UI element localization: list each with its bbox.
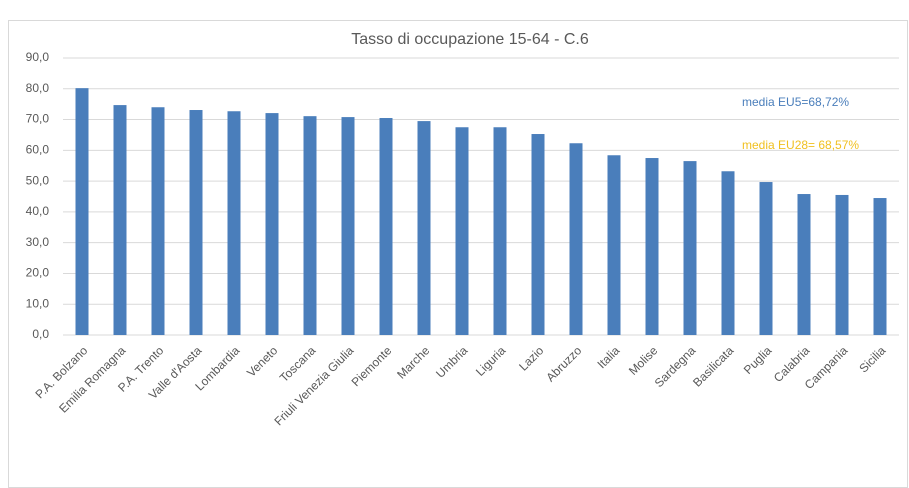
bar [75,88,89,335]
y-tick-label: 60,0 [26,143,50,157]
annotation: media EU5=68,72% [742,95,849,109]
bar [607,155,621,335]
bar [113,105,127,335]
y-tick-label: 70,0 [26,112,50,126]
bar [265,113,279,335]
bar [645,158,659,335]
y-tick-label: 30,0 [26,235,50,249]
y-tick-label: 90,0 [26,50,50,64]
y-tick-label: 10,0 [26,296,50,310]
bar [721,171,735,335]
y-tick-label: 0,0 [32,327,49,341]
bar [759,182,773,335]
bar [569,143,583,335]
y-tick-label: 50,0 [26,173,50,187]
bar [531,134,545,335]
bar [455,127,469,335]
bar [227,111,241,336]
bar [417,121,431,335]
bar [797,194,811,335]
bar [835,194,849,335]
bar [493,127,507,335]
bar [303,116,317,335]
bar [873,198,887,335]
bar [341,117,355,336]
bar [151,107,165,335]
y-tick-label: 40,0 [26,204,50,218]
bar [189,110,203,336]
bar [683,161,697,335]
bar [379,118,393,336]
annotation: media EU28= 68,57% [742,138,859,152]
y-tick-label: 80,0 [26,81,50,95]
y-tick-label: 20,0 [26,266,50,280]
chart-title: Tasso di occupazione 15-64 - C.6 [351,31,589,48]
